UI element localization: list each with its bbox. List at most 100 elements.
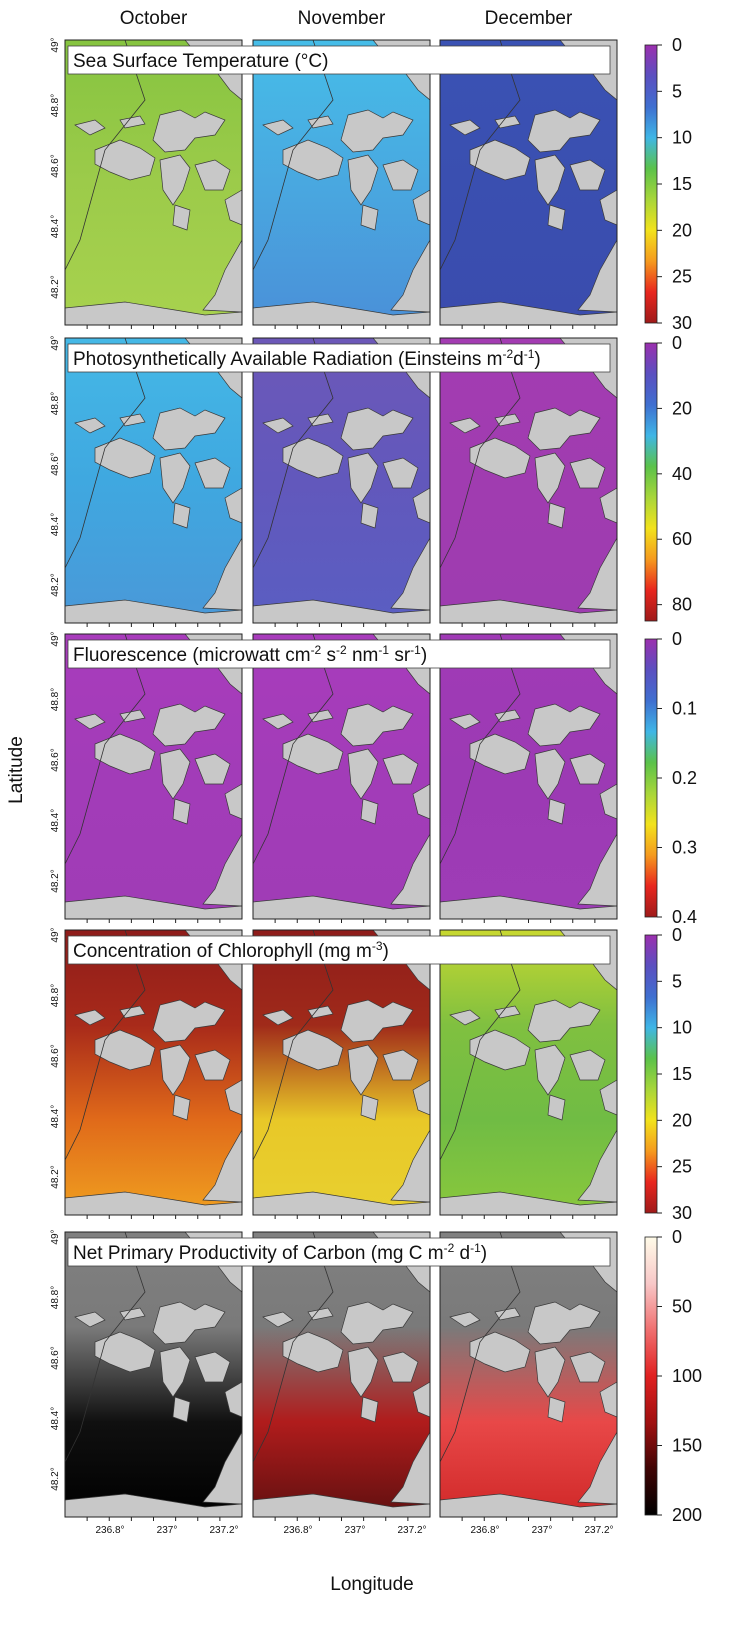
column-header: October	[120, 8, 188, 29]
lat-tick-label: 48.4°	[50, 513, 61, 536]
lat-tick-label: 48.8°	[50, 94, 61, 117]
colorbar-tick-label: 0	[672, 35, 682, 55]
lon-tick-label: 237°	[345, 1525, 366, 1536]
lat-tick-label: 48.6°	[50, 452, 61, 475]
lat-tick-label: 48.4°	[50, 809, 61, 832]
colorbar-tick-label: 80	[672, 595, 692, 615]
lat-tick-label: 49°	[50, 927, 61, 942]
row-title: Concentration of Chlorophyll (mg m-3)	[73, 939, 389, 962]
row-title: Photosynthetically Available Radiation (…	[73, 347, 541, 370]
lat-tick-label: 49°	[50, 1229, 61, 1244]
title-text: Net Primary Productivity of Carbon (mg C…	[73, 1243, 444, 1264]
map-panel	[65, 930, 242, 1219]
map-panel	[65, 634, 242, 923]
column-header: December	[485, 8, 573, 29]
title-superscript: -1	[470, 1241, 481, 1255]
map-panel	[440, 930, 617, 1219]
lat-tick-label: 48.6°	[50, 748, 61, 771]
colorbar-tick-label: 20	[672, 1110, 692, 1130]
title-text: sr	[389, 645, 411, 666]
map-panel	[253, 1232, 430, 1521]
lat-tick-label: 48.2°	[50, 275, 61, 298]
map-panel	[253, 40, 430, 329]
lat-tick-label: 48.2°	[50, 573, 61, 596]
title-superscript: -2	[311, 643, 322, 657]
map-panel	[253, 634, 430, 923]
map-row: 49° 48.8° 48.6° 48.4° 48.2° Photosyntheticall…	[50, 333, 692, 627]
title-superscript: -2	[336, 643, 347, 657]
colorbar-tick-label: 25	[672, 1157, 692, 1177]
colorbar	[645, 45, 657, 323]
colorbar-tick-label: 0.1	[672, 699, 697, 719]
lat-tick-label: 48.8°	[50, 688, 61, 711]
lat-tick-label: 48.8°	[50, 1286, 61, 1309]
colorbar-tick-label: 0	[672, 333, 682, 353]
colorbar-tick-label: 0	[672, 629, 682, 649]
lon-tick-label: 237.2°	[584, 1525, 613, 1536]
map-row: 49° 48.8° 48.6° 48.4° 48.2° Net Primary Produ…	[50, 1227, 702, 1525]
title-superscript: -2	[503, 347, 514, 361]
map-panel	[440, 1232, 617, 1521]
lat-tick-label: 48.2°	[50, 1165, 61, 1188]
title-text: nm	[347, 645, 379, 666]
title-text: )	[481, 1243, 487, 1264]
title-superscript: -1	[524, 347, 535, 361]
colorbar-tick-label: 200	[672, 1505, 702, 1525]
colorbar-tick-label: 30	[672, 1203, 692, 1223]
colorbar-tick-label: 0.3	[672, 838, 697, 858]
lat-tick-label: 48.6°	[50, 1044, 61, 1067]
lat-tick-label: 48.8°	[50, 984, 61, 1007]
map-panel	[440, 634, 617, 923]
lon-tick-label: 237.2°	[397, 1525, 426, 1536]
lat-tick-label: 48.6°	[50, 1346, 61, 1369]
colorbar-tick-label: 0.4	[672, 907, 697, 927]
colorbar-tick-label: 30	[672, 313, 692, 333]
lat-tick-label: 48.4°	[50, 1407, 61, 1430]
lon-tick-label: 237°	[532, 1525, 553, 1536]
colorbar-tick-label: 20	[672, 398, 692, 418]
map-panel	[65, 40, 242, 329]
lat-tick-label: 48.4°	[50, 215, 61, 238]
lat-tick-label: 48.6°	[50, 154, 61, 177]
y-axis-label: Latitude	[6, 736, 27, 804]
map-panel	[253, 338, 430, 627]
title-text: )	[421, 645, 427, 666]
colorbar-tick-label: 5	[672, 81, 682, 101]
colorbar-tick-label: 5	[672, 971, 682, 991]
title-text: d	[513, 349, 524, 370]
row-title: Net Primary Productivity of Carbon (mg C…	[73, 1241, 487, 1264]
title-superscript: -3	[372, 939, 383, 953]
map-row: 49° 48.8° 48.6° 48.4° 48.2° Concentration of …	[50, 925, 692, 1223]
title-text: )	[383, 941, 389, 962]
title-text: Photosynthetically Available Radiation (…	[73, 349, 503, 370]
lon-tick-label: 237°	[157, 1525, 178, 1536]
colorbar	[645, 935, 657, 1213]
title-text: )	[534, 349, 540, 370]
lat-tick-label: 48.4°	[50, 1105, 61, 1128]
map-row: 49°48.8°48.6°48.4°48.2°Sea Surface Tempe…	[50, 35, 692, 333]
colorbar-tick-label: 15	[672, 174, 692, 194]
colorbar-tick-label: 15	[672, 1064, 692, 1084]
row-title: Sea Surface Temperature (°C)	[73, 51, 328, 72]
colorbar-tick-label: 50	[672, 1297, 692, 1317]
map-panel	[440, 338, 617, 627]
colorbar-tick-label: 150	[672, 1436, 702, 1456]
map-panel	[253, 930, 430, 1219]
x-axis-label: Longitude	[330, 1574, 413, 1595]
colorbar-tick-label: 0	[672, 1227, 682, 1247]
map-row: 49°48.8°48.6°48.4°48.2°Fluorescence (mic…	[50, 629, 697, 927]
lat-tick-label: 48.8°	[50, 392, 61, 415]
colorbar	[645, 1237, 657, 1515]
colorbar-tick-label: 25	[672, 267, 692, 287]
lat-tick-label: 48.2°	[50, 869, 61, 892]
colorbar-tick-label: 10	[672, 1018, 692, 1038]
lon-tick-label: 237.2°	[209, 1525, 238, 1536]
lat-tick-label: 49°	[50, 335, 61, 350]
map-panel	[65, 1232, 242, 1521]
title-superscript: -2	[444, 1241, 455, 1255]
lat-tick-label: 48.2°	[50, 1467, 61, 1490]
lon-tick-label: 236.8°	[95, 1525, 124, 1536]
colorbar-tick-label: 60	[672, 529, 692, 549]
lat-tick-label: 49°	[50, 631, 61, 646]
